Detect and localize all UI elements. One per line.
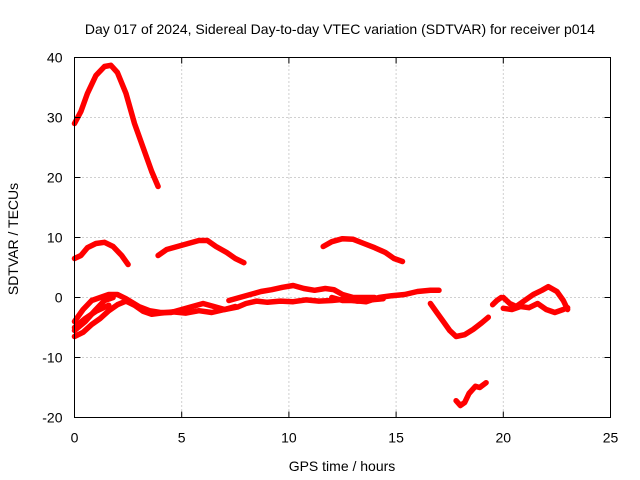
series-line-arc-14 <box>500 283 571 313</box>
y-tick-label: 20 <box>47 170 63 186</box>
series-line-arc-11 <box>427 300 492 340</box>
x-tick-label: 0 <box>71 430 79 446</box>
x-axis-label: GPS time / hours <box>289 458 396 474</box>
y-axis-label: SDTVAR / TECUs <box>5 183 21 295</box>
series-line-arc-15 <box>500 300 571 316</box>
series-line-arc-10 <box>329 287 442 305</box>
x-tick-label: 25 <box>603 430 619 446</box>
y-tick-label: -20 <box>42 410 62 426</box>
x-tick-label: 10 <box>281 430 297 446</box>
series-line-arc-1 <box>71 62 161 190</box>
series-line-arc-3 <box>155 237 247 266</box>
ticks <box>74 57 611 418</box>
tick-labels: 0 5 10 15 20 25 -20 -10 0 10 20 30 40 <box>42 50 618 446</box>
series-line-arc-6 <box>71 295 386 340</box>
series-line-arc-4 <box>320 235 406 265</box>
y-tick-label: 40 <box>47 50 63 66</box>
x-tick-label: 5 <box>178 430 186 446</box>
y-tick-label: -10 <box>42 350 62 366</box>
y-tick-label: 0 <box>55 290 63 306</box>
series-line-arc-2 <box>71 239 131 268</box>
series-line-arc-12 <box>489 294 504 308</box>
series-line-arc-13 <box>453 379 489 409</box>
chart-title: Day 017 of 2024, Sidereal Day-to-day VTE… <box>85 21 595 37</box>
series-line-arc-8 <box>71 302 112 331</box>
x-tick-label: 15 <box>388 430 404 446</box>
y-tick-label: 30 <box>47 110 63 126</box>
x-tick-label: 20 <box>496 430 512 446</box>
y-tick-label: 10 <box>47 230 63 246</box>
series-line-arc-9 <box>226 282 378 304</box>
series-group <box>71 62 571 409</box>
